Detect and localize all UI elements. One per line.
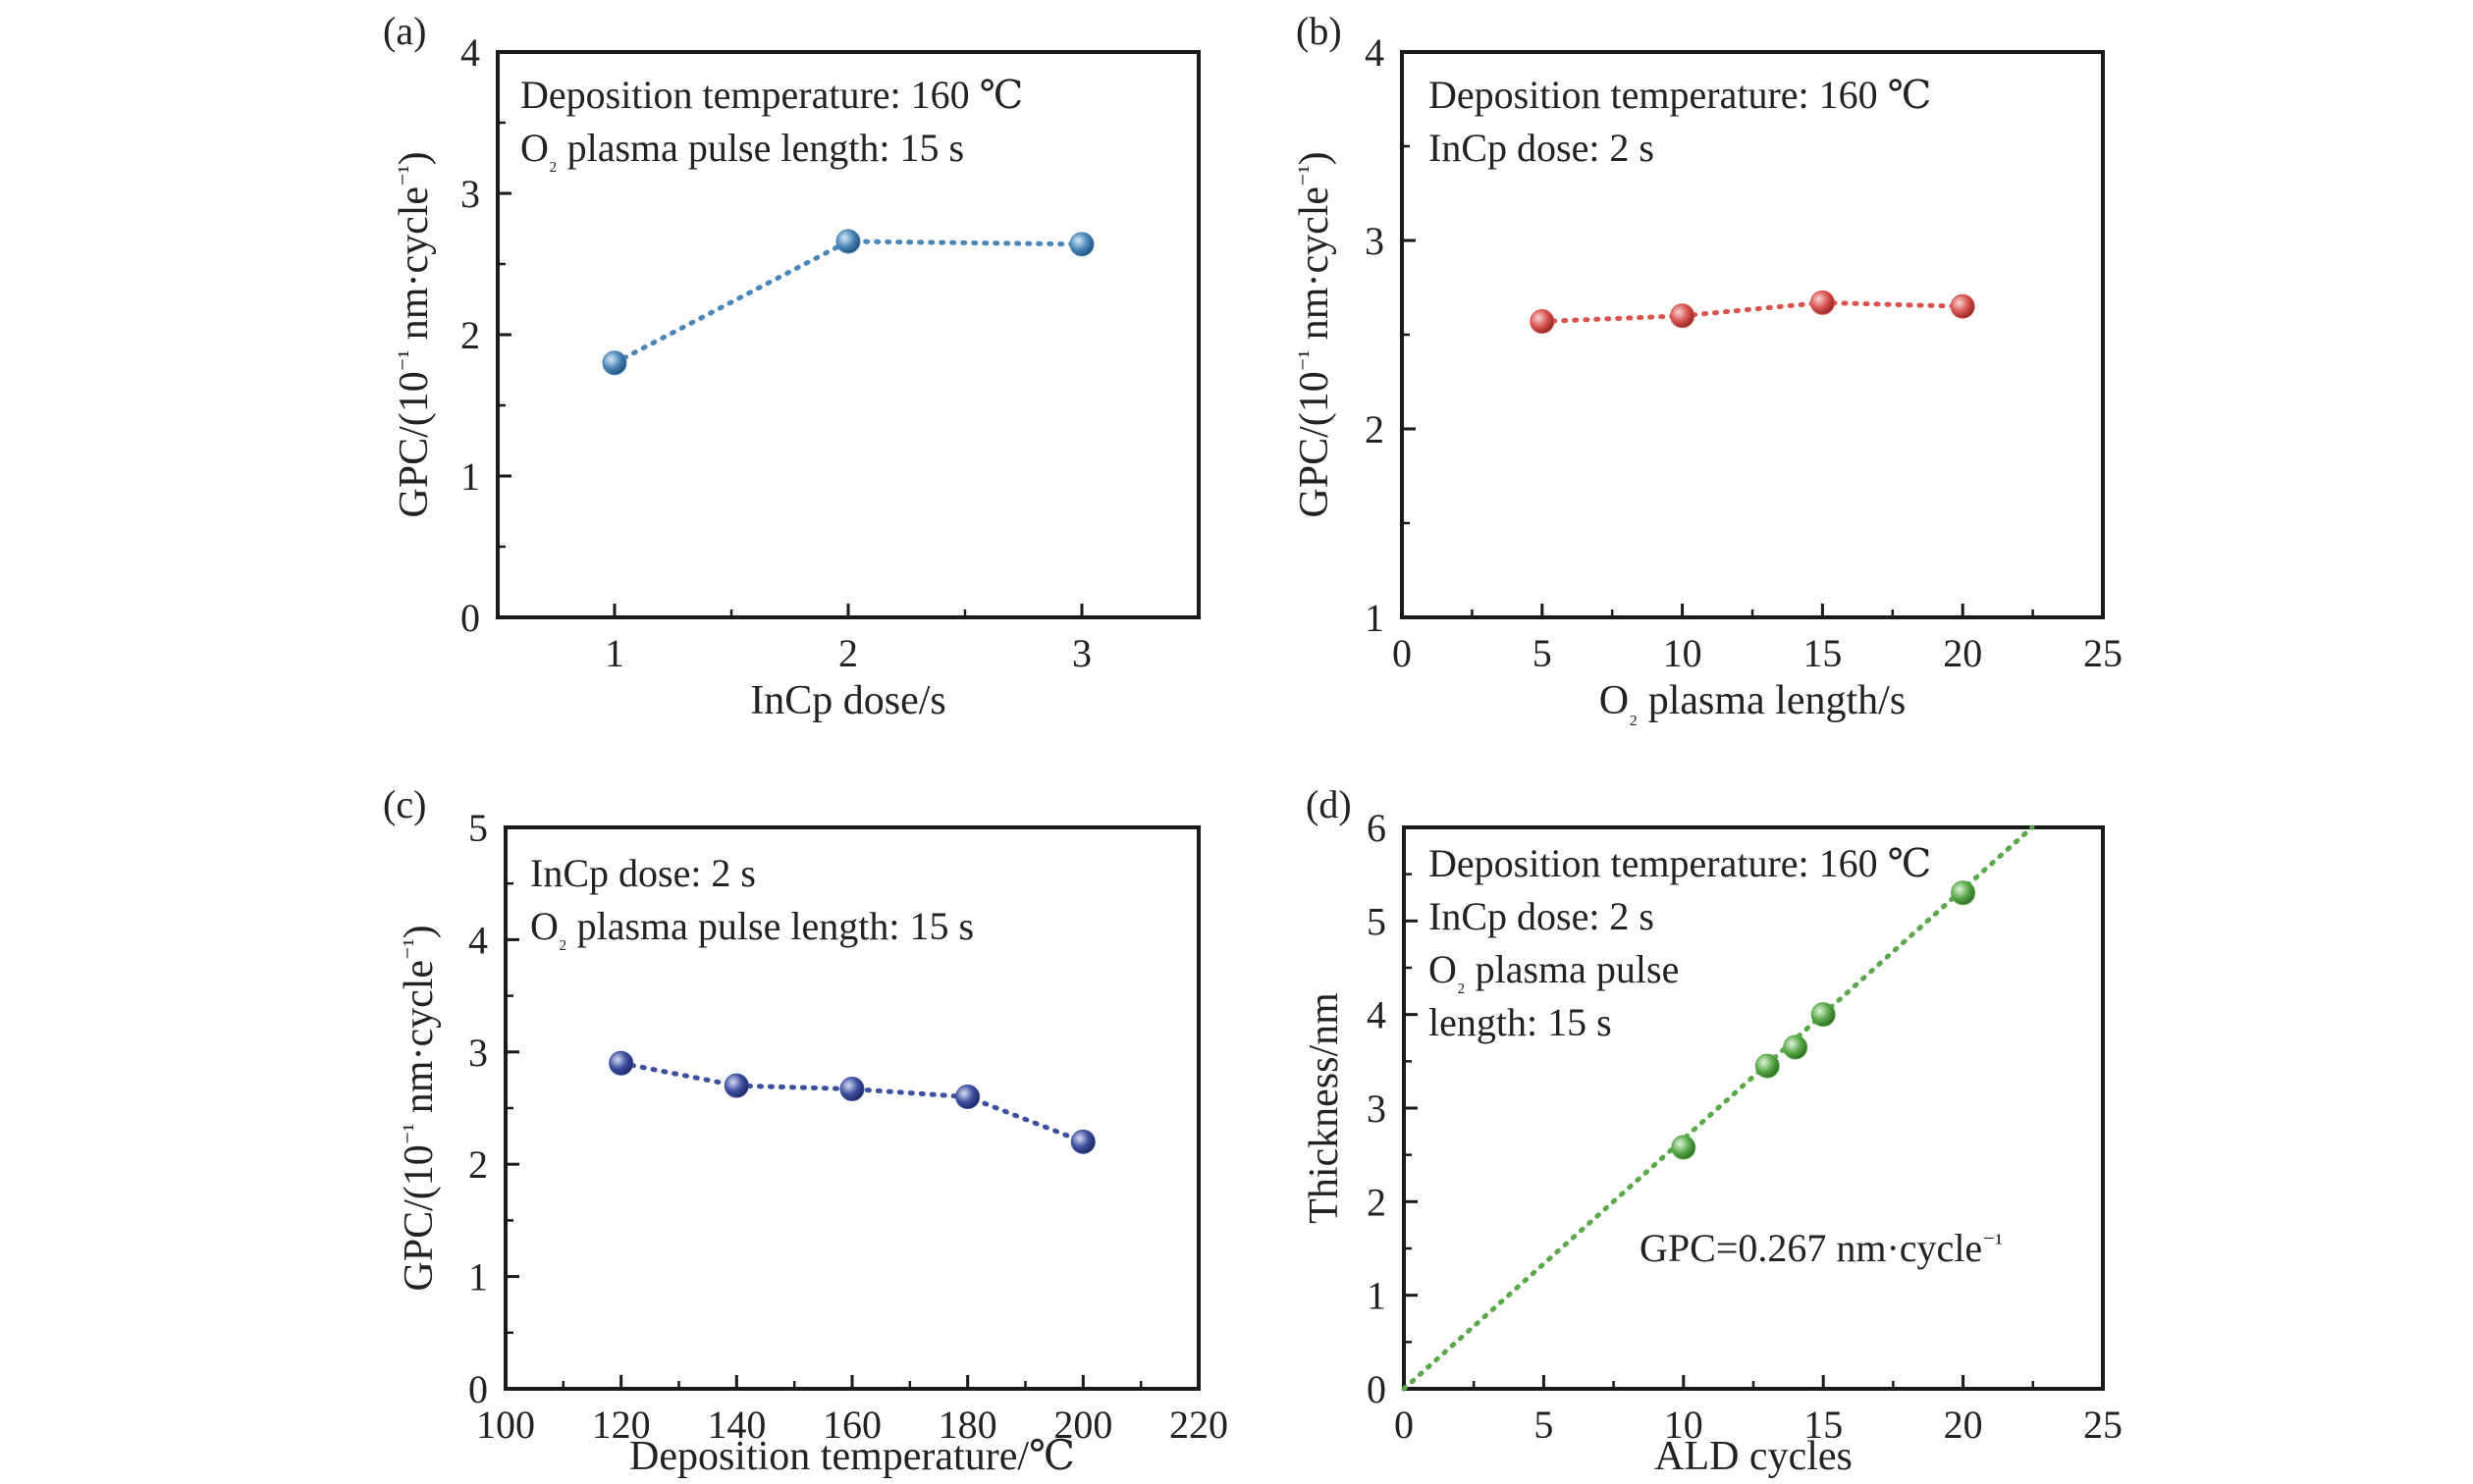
- x-tick-label: 1: [605, 631, 624, 675]
- series-line: [1539, 299, 1965, 325]
- data-point: [1951, 880, 1976, 906]
- data-point: [1671, 1135, 1696, 1160]
- annotation: O₂ plasma pulse length: 15 s: [530, 904, 974, 951]
- annotation: Deposition temperature: 160 ℃: [1428, 841, 1931, 885]
- data-point: [724, 1073, 749, 1098]
- fit-line: [1401, 824, 2035, 1392]
- x-tick-label: 25: [2083, 631, 2123, 675]
- x-tick-label: 10: [1663, 631, 1702, 675]
- y-tick-label: 2: [1367, 1180, 1386, 1224]
- x-tick-label: 180: [939, 1403, 997, 1447]
- y-tick-label: 3: [1365, 219, 1384, 263]
- x-tick-label: 15: [1803, 1403, 1843, 1447]
- x-tick-label: 20: [1943, 631, 1982, 675]
- series-line: [612, 238, 1085, 366]
- data-point: [839, 1077, 865, 1102]
- x-tick-label: 160: [823, 1403, 882, 1447]
- x-axis-title: Deposition temperature/℃: [629, 1434, 1075, 1479]
- y-axis-title: GPC/(10⁻¹ nm·cycle⁻¹): [392, 151, 437, 517]
- y-tick-label: 3: [460, 172, 480, 216]
- x-axis-title: ALD cycles: [1654, 1434, 1853, 1479]
- fit-label: GPC=0.267 nm·cycle⁻¹: [1640, 1226, 2003, 1270]
- y-tick-label: 4: [460, 30, 480, 75]
- y-tick-label: 3: [1367, 1086, 1386, 1131]
- data-point: [1530, 309, 1555, 335]
- y-tick-label: 6: [1367, 806, 1386, 850]
- y-tick-label: 2: [468, 1142, 488, 1187]
- x-tick-label: 100: [476, 1403, 535, 1447]
- x-tick-label: 5: [1533, 1403, 1553, 1447]
- y-tick-label: 4: [1367, 993, 1386, 1037]
- panel-d: (d) 0 5 10 15 20 25 0 1 2 3 4 5 6 ALD cycles Thickness/…: [1302, 782, 2123, 1479]
- panel-label: (a): [383, 9, 426, 53]
- x-axis-title: InCp dose/s: [750, 678, 946, 723]
- data-point: [955, 1085, 981, 1110]
- y-tick-label: 2: [460, 313, 480, 357]
- data-point: [1809, 290, 1835, 315]
- data-point: [1070, 1129, 1096, 1154]
- y-tick-label: 4: [468, 918, 488, 962]
- x-tick-label: 3: [1072, 631, 1092, 675]
- annotation: Deposition temperature: 160 ℃: [1428, 73, 1931, 117]
- y-tick-label: 3: [468, 1031, 488, 1075]
- y-axis-title: Thickness/nm: [1302, 992, 1347, 1224]
- x-tick-label: 15: [1802, 631, 1842, 675]
- annotation: Deposition temperature: 160 ℃: [520, 73, 1023, 117]
- y-tick-label: 5: [468, 806, 488, 850]
- annotation: O₂ plasma pulse length: 15 s: [520, 126, 964, 173]
- y-axis-title: GPC/(10⁻¹ nm·cycle⁻¹): [1292, 151, 1337, 517]
- x-tick-label: 10: [1664, 1403, 1703, 1447]
- data-point: [1783, 1034, 1808, 1060]
- series-line: [618, 1060, 1086, 1144]
- data-point: [602, 350, 627, 376]
- y-tick-label: 1: [1365, 596, 1384, 640]
- data-point: [1670, 303, 1695, 329]
- y-tick-label: 5: [1367, 899, 1386, 943]
- y-tick-label: 0: [460, 596, 480, 640]
- data-point: [1950, 293, 1975, 319]
- data-point: [609, 1050, 634, 1076]
- x-tick-label: 140: [707, 1403, 766, 1447]
- panel-b: (b) 0 5 10 15 20 25 1 2 3 4 O₂ plasma length/s GPC/(…: [1292, 9, 2123, 726]
- data-point: [835, 229, 861, 254]
- y-tick-label: 2: [1365, 407, 1384, 451]
- panel-c: (c) 100 120 140 160 180 200 220 0 1 2 3 4 5 Deposition…: [383, 782, 1228, 1479]
- x-tick-label: 2: [838, 631, 858, 675]
- data-point: [1754, 1053, 1780, 1079]
- x-axis-title: O₂ plasma length/s: [1599, 678, 1906, 726]
- y-tick-label: 0: [468, 1367, 488, 1411]
- panel-label: (d): [1306, 782, 1352, 826]
- y-tick-label: 1: [460, 454, 480, 499]
- y-tick-label: 1: [468, 1255, 488, 1299]
- annotation: InCp dose: 2 s: [1428, 894, 1654, 938]
- annotation: O₂ plasma pulse: [1428, 947, 1679, 994]
- x-tick-label: 0: [1394, 1403, 1414, 1447]
- y-tick-label: 4: [1365, 30, 1384, 75]
- x-tick-label: 220: [1169, 1403, 1228, 1447]
- panel-label: (b): [1296, 9, 1342, 53]
- panel-a: (a) 1 2 3 0 1 2 3 4 InCp dose/s GPC/(10⁻¹ nm·cycle…: [383, 9, 1201, 723]
- panel-label: (c): [383, 782, 426, 826]
- data-point: [1069, 232, 1095, 257]
- data-point: [1810, 1002, 1836, 1028]
- annotation: InCp dose: 2 s: [1428, 126, 1654, 170]
- y-tick-label: 0: [1367, 1367, 1386, 1411]
- x-tick-label: 0: [1392, 631, 1412, 675]
- annotation: InCp dose: 2 s: [530, 851, 756, 895]
- x-tick-label: 5: [1532, 631, 1552, 675]
- x-tick-label: 200: [1053, 1403, 1112, 1447]
- x-tick-label: 25: [2083, 1403, 2123, 1447]
- x-tick-label: 120: [592, 1403, 651, 1447]
- y-axis-title: GPC/(10⁻¹ nm·cycle⁻¹): [397, 925, 442, 1291]
- annotation: length: 15 s: [1428, 1000, 1612, 1044]
- y-tick-label: 1: [1367, 1274, 1386, 1318]
- x-tick-label: 20: [1944, 1403, 1983, 1447]
